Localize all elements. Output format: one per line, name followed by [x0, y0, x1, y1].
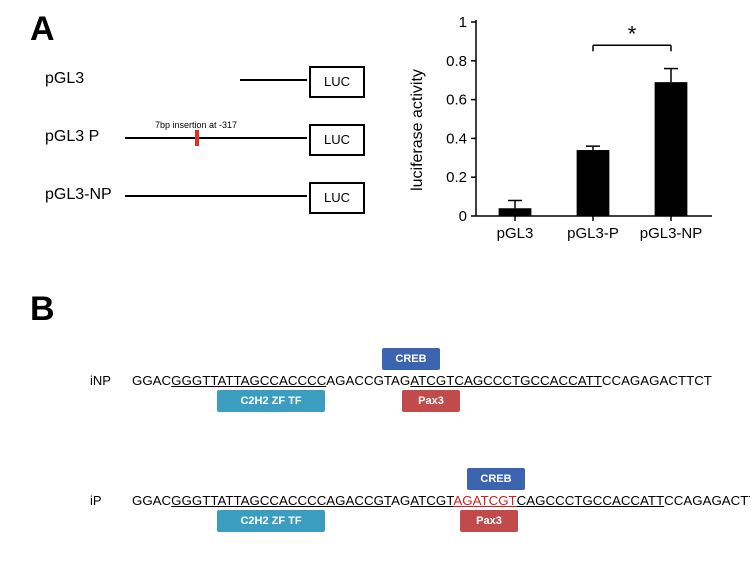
construct-label: pGL3-NP	[45, 186, 112, 204]
y-axis-label: luciferase activity	[409, 69, 427, 191]
bar-chart-svg: 0 0.2 0.4 0.6 0.8 1 pGL3 pGL3-P pGL3-NP *	[430, 10, 720, 250]
svg-text:0.6: 0.6	[446, 92, 467, 109]
constructs-diagram: pGL3LUCpGL3 P7bp insertion at -317LUCpGL…	[45, 60, 365, 234]
insert-caption: 7bp insertion at -317	[155, 120, 237, 130]
luc-box: LUC	[309, 182, 365, 214]
construct-row: pGL3 LUC	[45, 60, 365, 100]
sequence-block: iNPGGACGGGTTATTAGCCACCCCAGACCGTAGATCGTCA…	[90, 345, 670, 417]
luc-box: LUC	[309, 124, 365, 156]
luc-box: LUC	[309, 66, 365, 98]
construct-row: pGL3 P 7bp insertion at -317 LUC	[45, 118, 365, 158]
svg-text:0: 0	[459, 208, 467, 225]
construct-line	[240, 79, 307, 81]
svg-text:*: *	[628, 21, 637, 46]
sequence-label: iP	[90, 493, 102, 508]
figure-root: A pGL3LUCpGL3 P7bp insertion at -317LUCp…	[0, 0, 750, 573]
svg-text:1: 1	[459, 14, 467, 31]
svg-text:0.4: 0.4	[446, 130, 467, 147]
svg-text:pGL3: pGL3	[497, 225, 534, 242]
svg-text:pGL3-P: pGL3-P	[567, 225, 619, 242]
sequence-block: iPGGACGGGTTATTAGCCACCCCAGACCGTAGATCGTAGA…	[90, 465, 670, 537]
motif-box-creb: CREB	[382, 348, 440, 370]
luciferase-bar-chart: luciferase activity 00.20.40.60.81pGL3pG…	[430, 10, 720, 250]
sequence-label: iNP	[90, 373, 111, 388]
motif-box-pax3: Pax3	[402, 390, 460, 412]
panel-b-label: B	[30, 290, 55, 329]
sequence-text: GGACGGGTTATTAGCCACCCCAGACCGTAGATCGTCAGCC…	[132, 373, 712, 388]
motif-box-zf: C2H2 ZF TF	[217, 510, 325, 532]
construct-label: pGL3 P	[45, 128, 99, 146]
construct-row: pGL3-NP LUC	[45, 176, 365, 216]
construct-label: pGL3	[45, 70, 84, 88]
svg-text:0.8: 0.8	[446, 53, 467, 70]
panel-a-label: A	[30, 10, 55, 49]
svg-text:pGL3-NP: pGL3-NP	[640, 225, 703, 242]
construct-line	[125, 137, 307, 139]
insert-mark	[195, 130, 199, 146]
sequence-text: GGACGGGTTATTAGCCACCCCAGACCGTAGATCGTAGATC…	[132, 493, 750, 508]
motif-box-creb: CREB	[467, 468, 525, 490]
panel-b-region: iNPGGACGGGTTATTAGCCACCCCAGACCGTAGATCGTCA…	[90, 345, 670, 573]
motif-box-pax3: Pax3	[460, 510, 518, 532]
svg-text:0.2: 0.2	[446, 169, 467, 186]
construct-line	[125, 195, 307, 197]
motif-box-zf: C2H2 ZF TF	[217, 390, 325, 412]
